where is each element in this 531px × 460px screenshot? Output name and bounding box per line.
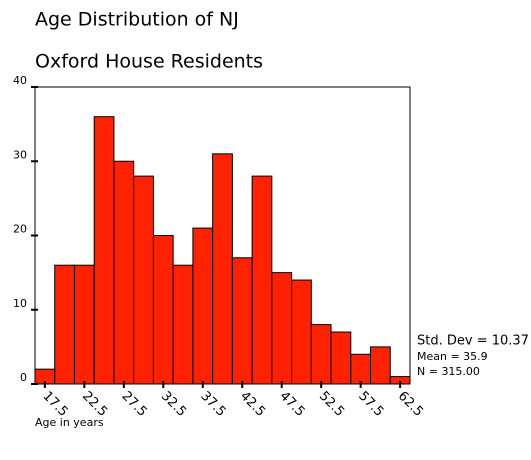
chart-title: Age Distribution of NJ (35, 9, 239, 31)
x-tick-label: 47.5 (276, 389, 307, 420)
bar (133, 175, 154, 385)
y-tick-label: 40 (13, 74, 27, 87)
x-tick-label: 62.5 (395, 389, 426, 420)
x-tick-label: 57.5 (355, 389, 386, 420)
bar (231, 257, 253, 385)
bar (330, 331, 352, 385)
bar (271, 272, 293, 385)
x-tick-label: 27.5 (119, 389, 150, 420)
x-tick-label: 42.5 (237, 389, 268, 420)
bar (350, 353, 372, 385)
x-tick-label: 32.5 (158, 389, 189, 420)
bar (251, 175, 273, 385)
bar (73, 264, 95, 385)
annotation: Mean = 35.9 (417, 350, 488, 363)
y-tick-label: 10 (13, 297, 27, 310)
chart-title: Oxford House Residents (35, 51, 263, 73)
bar (172, 264, 194, 385)
bar (310, 324, 332, 385)
x-tick-label: 37.5 (197, 389, 228, 420)
x-axis-label: Age in years (35, 416, 104, 429)
y-tick-label: 30 (13, 148, 27, 161)
bar (370, 346, 391, 385)
bar (113, 160, 135, 385)
bar (212, 153, 233, 385)
bar (54, 264, 75, 385)
annotation: N = 315.00 (417, 365, 480, 378)
y-tick-label: 0 (20, 371, 27, 384)
bar (192, 227, 214, 385)
y-tick-label: 20 (13, 223, 27, 236)
bar (152, 235, 174, 385)
x-tick-label: 52.5 (316, 389, 347, 420)
bar (93, 116, 115, 385)
bar (291, 279, 312, 385)
annotation: Std. Dev = 10.37 (417, 334, 529, 349)
